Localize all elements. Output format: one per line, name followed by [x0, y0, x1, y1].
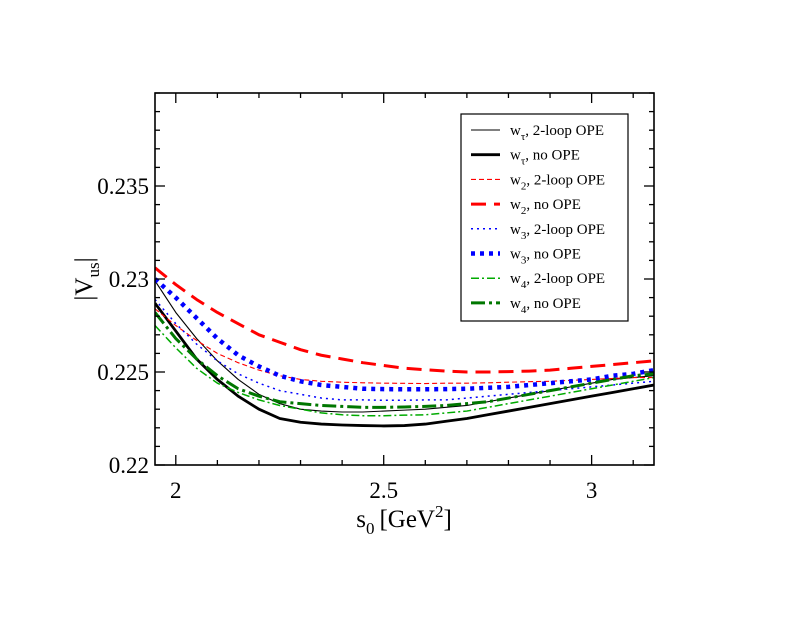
- series-line-8: [155, 311, 654, 409]
- x-axis-title: s0 [GeV2]: [356, 502, 452, 538]
- y-tick-label: 0.22: [109, 453, 149, 478]
- tick-labels: 2 2.5 3 0.22 0.225 0.23 0.235: [97, 174, 597, 503]
- legend-label-2: wτ, no OPE: [510, 148, 580, 168]
- legend-label-7: w4, 2-loop OPE: [510, 271, 605, 291]
- legend-label-3: w2, 2-loop OPE: [510, 172, 605, 192]
- x-tick-label: 3: [586, 478, 598, 503]
- plot-frame: [154, 92, 655, 466]
- legend-label-1: wτ, 2-loop OPE: [510, 123, 604, 143]
- series-line-2: [155, 302, 654, 428]
- y-tick-label: 0.235: [97, 174, 149, 199]
- y-axis-title: |Vus|: [71, 257, 103, 300]
- series-line-6: [155, 277, 654, 392]
- legend-box: [460, 113, 629, 322]
- legend: wτ, 2-loop OPE wτ, no OPE w2, 2-loop OPE w2…: [460, 113, 629, 322]
- legend-label-5: w3, 2-loop OPE: [510, 222, 605, 242]
- series-line-7: [155, 324, 654, 417]
- legend-label-8: w4, no OPE: [510, 296, 581, 316]
- legend-label-4: w2, no OPE: [510, 197, 581, 217]
- series-line-4: [155, 266, 654, 374]
- plot-curves: [155, 266, 654, 428]
- legend-label-6: w3, no OPE: [510, 247, 581, 267]
- x-tick-label: 2: [170, 478, 182, 503]
- y-tick-label: 0.225: [97, 360, 149, 385]
- y-tick-label: 0.23: [109, 267, 149, 292]
- axis-ticks: [155, 92, 654, 466]
- series-line-5: [155, 298, 654, 402]
- x-tick-label: 2.5: [369, 478, 398, 503]
